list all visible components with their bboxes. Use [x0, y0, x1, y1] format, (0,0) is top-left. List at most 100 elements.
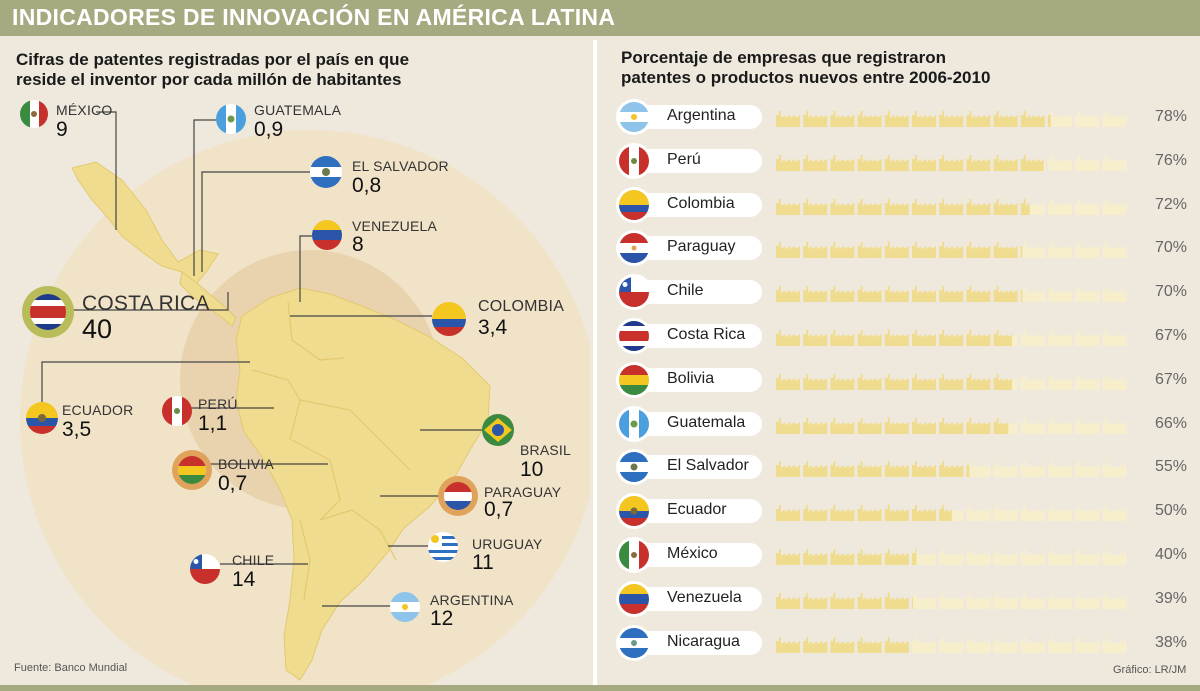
venezuela-flag-icon — [619, 583, 649, 614]
factory-unit-icon — [912, 198, 936, 215]
factory-unit-icon — [1020, 373, 1045, 390]
factory-unit-icon — [803, 242, 828, 259]
factory-unit-icon — [1102, 154, 1127, 171]
row-percentage: 38% — [1154, 633, 1187, 651]
factory-unit-icon — [830, 111, 855, 127]
el-salvador-flag-icon — [619, 452, 649, 483]
factory-unit-icon — [939, 417, 964, 434]
factory-unit-icon — [803, 286, 828, 303]
factory-unit-icon — [776, 636, 800, 653]
factory-unit-icon — [884, 592, 909, 609]
factory-unit-icon — [1075, 636, 1100, 653]
factory-unit-icon — [1075, 505, 1100, 522]
factory-unit-icon — [1048, 242, 1072, 259]
bar-subtitle-line-2: patentes o productos nuevos entre 2006-2… — [621, 68, 991, 87]
bar-row: Costa Rica 67% — [597, 321, 1197, 351]
bottom-bar — [0, 685, 1200, 691]
factory-unit-icon — [993, 242, 1018, 259]
factory-unit-icon — [803, 111, 828, 127]
factory-bar — [776, 592, 1127, 609]
factory-unit-icon — [1048, 115, 1051, 127]
factory-unit-icon — [830, 636, 855, 653]
factory-unit-icon — [1048, 549, 1072, 565]
factory-unit-icon — [1020, 461, 1045, 478]
factory-unit-icon — [912, 549, 917, 565]
chile-flag-icon — [619, 277, 649, 308]
factory-bar — [776, 198, 1127, 215]
factory-unit-icon — [966, 461, 970, 478]
factory-unit-icon — [912, 592, 936, 609]
factory-bar — [776, 636, 1127, 653]
row-percentage: 78% — [1154, 108, 1187, 125]
ecuador-flag-icon — [619, 496, 649, 527]
factory-unit-icon — [830, 373, 855, 390]
factory-unit-icon — [1102, 461, 1127, 478]
factory-unit-icon — [803, 198, 828, 215]
bar-row: Ecuador 50% — [597, 496, 1197, 527]
factory-unit-icon — [966, 154, 991, 171]
factory-unit-icon — [939, 505, 952, 522]
factory-unit-icon — [966, 592, 991, 609]
factory-unit-icon — [776, 111, 800, 127]
map-value-colombia: 3,4 — [478, 316, 508, 339]
map-label-bolivia: BOLIVIA — [218, 456, 274, 472]
factory-unit-icon — [966, 286, 991, 303]
factory-unit-icon — [776, 417, 800, 434]
factory-unit-icon — [1075, 286, 1100, 303]
factory-unit-icon — [776, 549, 800, 565]
factory-unit-icon — [993, 505, 1018, 522]
factory-unit-icon — [884, 154, 909, 171]
factory-unit-icon — [939, 549, 964, 565]
paraguay-flag-icon — [444, 482, 472, 510]
row-percentage: 72% — [1154, 195, 1187, 213]
map-value-uruguay: 11 — [472, 551, 494, 574]
row-percentage: 39% — [1154, 589, 1187, 607]
map-value-costa-rica: 40 — [82, 314, 113, 344]
factory-bar — [776, 154, 1127, 171]
south-america-shape — [235, 287, 491, 681]
factory-unit-icon — [857, 198, 882, 215]
factory-unit-icon — [993, 636, 1018, 653]
map-value-mexico: 9 — [56, 118, 68, 141]
factory-unit-icon — [884, 461, 909, 478]
map-subtitle-line-1: Cifras de patentes registradas por el pa… — [16, 50, 410, 69]
factory-unit-icon — [939, 330, 964, 346]
bar-row: Colombia 72% — [597, 189, 1197, 220]
map-label-ecuador: ECUADOR — [62, 402, 134, 418]
bar-row: Nicaragua 38% — [597, 627, 1197, 658]
factory-unit-icon — [1075, 154, 1100, 171]
factory-unit-icon — [993, 154, 1018, 171]
row-percentage: 67% — [1154, 370, 1187, 388]
factory-unit-icon — [993, 286, 1018, 303]
factory-unit-icon — [1020, 242, 1045, 259]
factory-bar — [776, 111, 1127, 127]
paraguay-flag-icon — [619, 233, 649, 264]
map-value-peru: 1,1 — [198, 412, 228, 435]
country-borders — [251, 301, 411, 601]
factory-unit-icon — [1075, 373, 1100, 390]
map-value-el-salvador: 0,8 — [352, 174, 382, 197]
chile-flag-icon — [190, 554, 220, 584]
map-value-bolivia: 0,7 — [218, 472, 248, 495]
factory-unit-icon — [1020, 549, 1045, 565]
factory-unit-icon — [830, 461, 855, 478]
factory-unit-icon — [1048, 373, 1072, 390]
factory-unit-icon — [1048, 111, 1072, 127]
map-subtitle-line-2: reside el inventor por cada millón de ha… — [16, 70, 402, 89]
row-country-name: Guatemala — [667, 413, 746, 431]
factory-unit-icon — [857, 154, 882, 171]
factory-unit-icon — [912, 636, 936, 653]
factory-unit-icon — [803, 636, 828, 653]
venezuela-flag-icon — [312, 220, 342, 250]
map-label-el-salvador: EL SALVADOR — [352, 158, 449, 174]
factory-unit-icon — [830, 286, 855, 303]
factory-unit-icon — [1020, 636, 1045, 653]
factory-unit-icon — [776, 461, 800, 478]
leader-lines — [41, 111, 482, 607]
factory-unit-icon — [1075, 549, 1100, 565]
factory-unit-icon — [884, 636, 909, 653]
bolivia-flag-icon — [619, 364, 649, 395]
factory-unit-icon — [966, 242, 991, 259]
factory-unit-icon — [857, 373, 882, 390]
factory-unit-icon — [830, 549, 855, 565]
